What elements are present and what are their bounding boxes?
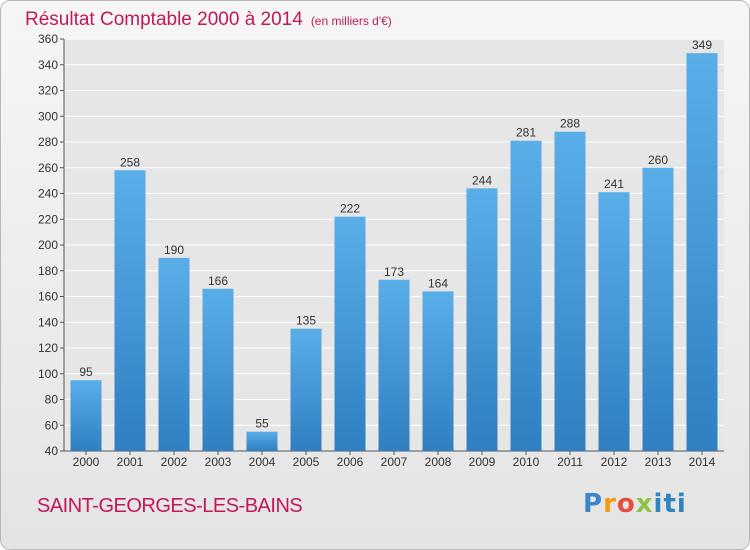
y-tick-label: 80 (45, 393, 59, 407)
x-tick-label-2001: 2001 (117, 455, 144, 469)
value-label-2006: 222 (340, 202, 360, 216)
x-tick-label-2006: 2006 (337, 455, 364, 469)
commune-name: SAINT-GEORGES-LES-BAINS (37, 495, 303, 517)
x-tick-label-2007: 2007 (381, 455, 408, 469)
x-tick-label-2008: 2008 (425, 455, 452, 469)
chart-title: Résultat Comptable 2000 à 2014 (en millie… (25, 9, 392, 31)
x-tick-label-2011: 2011 (557, 455, 583, 469)
bar-2009 (466, 188, 498, 451)
bar-2014 (686, 53, 718, 451)
value-label-2002: 190 (164, 243, 184, 257)
y-tick-label: 40 (45, 444, 59, 458)
bar-2012 (598, 192, 630, 451)
x-tick-label-2012: 2012 (601, 455, 628, 469)
chart-title-text: Résultat Comptable 2000 à 2014 (25, 9, 303, 30)
bar-2003 (202, 288, 234, 451)
value-label-2000: 95 (79, 365, 93, 379)
x-tick-label-2014: 2014 (689, 455, 716, 469)
x-tick-label-2013: 2013 (645, 455, 672, 469)
y-tick-label: 60 (45, 418, 59, 432)
y-tick-label: 200 (38, 238, 58, 252)
y-tick-label: 100 (38, 367, 58, 381)
y-tick-label: 360 (38, 32, 58, 46)
bar-2004 (246, 431, 278, 451)
bar-2002 (158, 257, 190, 451)
value-label-2013: 260 (648, 153, 668, 167)
bar-2008 (422, 291, 454, 451)
y-tick-label: 340 (38, 58, 58, 72)
x-tick-label-2004: 2004 (249, 455, 276, 469)
value-label-2009: 244 (472, 173, 492, 187)
y-tick-label: 220 (38, 212, 58, 226)
bar-2010 (510, 140, 542, 451)
value-label-2012: 241 (604, 177, 624, 191)
value-label-2007: 173 (384, 265, 404, 279)
value-label-2003: 166 (208, 274, 228, 288)
bar-2005 (290, 328, 322, 451)
x-tick-label-2003: 2003 (205, 455, 232, 469)
chart-unit-label: (en milliers d'€) (310, 14, 392, 28)
bar-2006 (334, 216, 366, 451)
bar-2000 (70, 380, 102, 451)
y-tick-label: 180 (38, 264, 58, 278)
bar-2007 (378, 279, 410, 451)
y-tick-label: 260 (38, 161, 58, 175)
y-tick-label: 280 (38, 135, 58, 149)
x-tick-label-2002: 2002 (161, 455, 188, 469)
value-label-2001: 258 (120, 155, 140, 169)
value-label-2011: 288 (560, 117, 580, 131)
y-tick-label: 240 (38, 187, 58, 201)
x-tick-label-2010: 2010 (513, 455, 540, 469)
y-tick-label: 120 (38, 341, 58, 355)
proxiti-logo: Proxiti (583, 489, 687, 519)
y-tick-label: 140 (38, 315, 58, 329)
value-label-2014: 349 (692, 38, 712, 52)
value-label-2004: 55 (255, 417, 269, 431)
bar-2011 (554, 131, 586, 451)
y-tick-label: 160 (38, 290, 58, 304)
value-label-2008: 164 (428, 276, 448, 290)
bar-2001 (114, 170, 146, 451)
y-tick-label: 300 (38, 109, 58, 123)
x-tick-label-2000: 2000 (73, 455, 100, 469)
value-label-2010: 281 (516, 126, 536, 140)
x-tick-label-2005: 2005 (293, 455, 320, 469)
bar-2013 (642, 167, 674, 451)
x-tick-label-2009: 2009 (469, 455, 496, 469)
value-label-2005: 135 (296, 314, 316, 328)
y-tick-label: 320 (38, 84, 58, 98)
